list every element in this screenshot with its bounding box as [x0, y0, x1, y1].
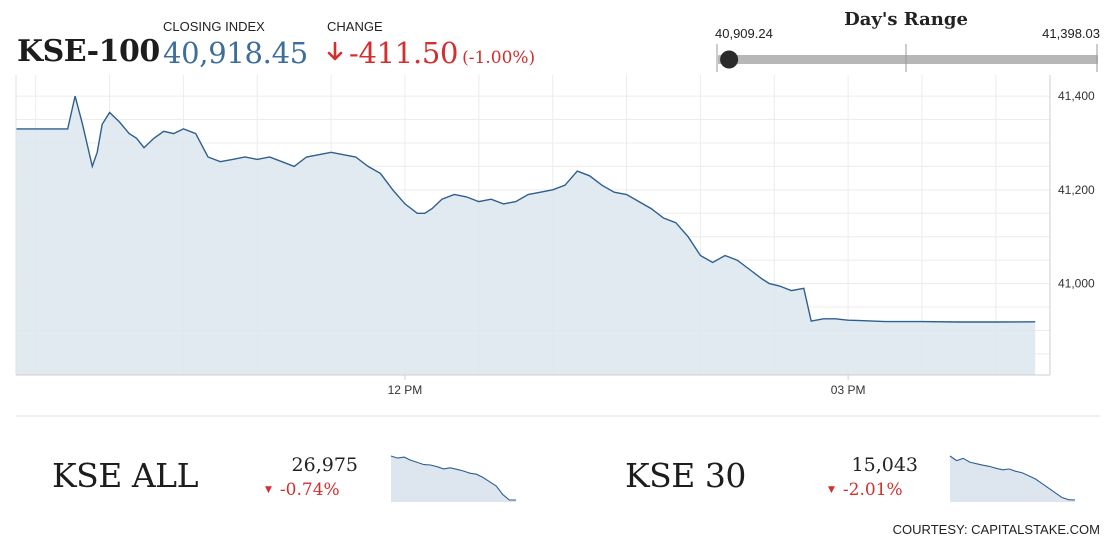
- kse-all-sparkline-fill: [391, 456, 516, 502]
- x-axis-labels: 12 PM 03 PM: [388, 375, 866, 397]
- y-tick-label: 41,400: [1058, 89, 1095, 103]
- kse-30-sparkline: [949, 455, 1076, 502]
- day-range-slider: [716, 44, 1098, 72]
- day-range-low: 40,909.24: [715, 26, 773, 41]
- kse-all-sparkline-line: [390, 455, 516, 501]
- kse-30-value: 15,043: [851, 454, 918, 476]
- kse-30-sparkline-line: [949, 455, 1076, 501]
- closing-index-value: 40,918.45: [163, 36, 308, 70]
- kse-30-name: KSE 30: [625, 456, 746, 495]
- kse-all-value: 26,975: [291, 454, 358, 476]
- change-value: -411.50: [349, 36, 459, 70]
- day-range-high: 41,398.03: [1042, 26, 1100, 41]
- day-range-marker: [720, 50, 739, 69]
- closing-index-label: CLOSING INDEX: [163, 19, 265, 34]
- kse-all-sparkline: [390, 455, 516, 502]
- series-area-fill: [16, 96, 1036, 375]
- kse-30-change: ▼ -2.01%: [828, 480, 903, 500]
- x-tick-label: 03 PM: [831, 383, 866, 397]
- kse-all-change-value: -0.74%: [279, 480, 340, 500]
- kse-all-name: KSE ALL: [52, 456, 199, 495]
- courtesy-credit: COURTESY: CAPITALSTAKE.COM: [892, 522, 1100, 537]
- change-label: CHANGE: [327, 19, 383, 34]
- kse-30-change-value: -2.01%: [842, 480, 903, 500]
- change-row: -411.50 (-1.00%): [327, 36, 535, 70]
- y-tick-label: 41,200: [1058, 183, 1095, 197]
- triangle-down-icon: ▼: [265, 485, 272, 495]
- day-range-title: Day's Range: [844, 9, 968, 30]
- arrow-down-icon: [327, 41, 343, 66]
- y-axis-labels: 41,400 41,200 41,000: [1058, 89, 1095, 291]
- kse-all-change: ▼ -0.74%: [265, 480, 340, 500]
- triangle-down-icon: ▼: [828, 485, 835, 495]
- series-line: [16, 95, 1036, 323]
- change-percent: (-1.00%): [462, 48, 536, 68]
- main-chart: 41,400 41,200 41,000 12 PM 03 PM: [15, 75, 1095, 397]
- x-tick-label: 12 PM: [388, 383, 423, 397]
- y-tick-label: 41,000: [1058, 277, 1095, 291]
- kse-30-sparkline-fill: [950, 456, 1075, 502]
- day-range-track: [718, 55, 1098, 64]
- ticker-name: KSE-100: [17, 34, 160, 69]
